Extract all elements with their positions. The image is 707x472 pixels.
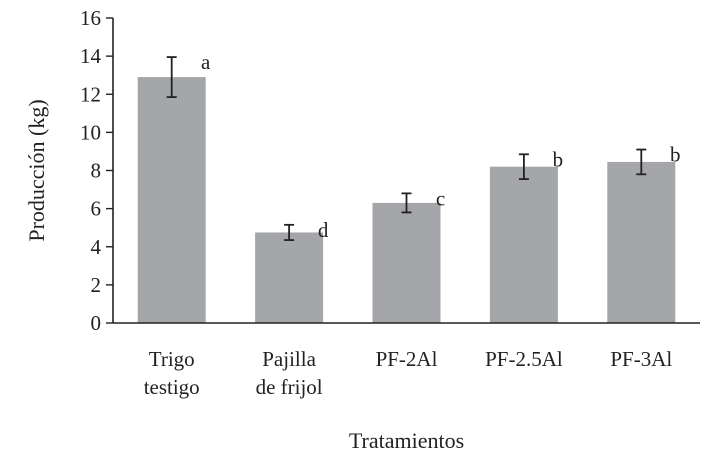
x-category-label: PF-2.5Al (485, 347, 563, 371)
x-category-label-line: PF-3Al (610, 347, 672, 371)
x-category-label-line: PF-2Al (376, 347, 438, 371)
bar (489, 166, 558, 323)
x-category-label: PF-3Al (610, 347, 672, 371)
y-axis-title: Producción (kg) (24, 99, 49, 241)
bars-group (137, 77, 676, 323)
x-category-label: Trigo testigo (144, 347, 200, 399)
y-tick-label: 4 (91, 235, 102, 259)
x-category-label-line: PF-2.5Al (485, 347, 563, 371)
bar (372, 202, 441, 323)
significance-letter: a (201, 50, 211, 74)
y-tick-label: 12 (80, 82, 101, 106)
x-category-label-line: Trigo (149, 347, 195, 371)
x-category-label: PF-2Al (376, 347, 438, 371)
significance-letter: b (670, 143, 681, 167)
significance-letter: b (553, 147, 564, 171)
y-tick-label: 8 (91, 159, 102, 183)
x-category-label-line: Pajilla (262, 347, 316, 371)
y-tick-label: 10 (80, 120, 101, 144)
y-tick-label: 0 (91, 311, 102, 335)
y-tick-label: 14 (80, 44, 102, 68)
x-category-label: Pajilla de frijol (256, 347, 323, 399)
bar (255, 232, 324, 323)
bar (137, 77, 206, 323)
x-category-label-line: testigo (144, 375, 200, 399)
y-ticks-group: 0 2 4 6 8 10 12 14 16 (80, 6, 113, 335)
significance-letter: d (318, 218, 329, 242)
error-bars-group (166, 56, 647, 241)
x-category-label-line: de frijol (256, 375, 323, 399)
y-tick-label: 2 (91, 273, 102, 297)
x-axis-title: Tratamientos (349, 428, 464, 453)
significance-letters-group: a d c b b (201, 50, 681, 242)
y-tick-label: 16 (80, 6, 101, 30)
bar (607, 161, 676, 323)
significance-letter: c (436, 186, 445, 210)
x-category-labels-group: Trigo testigo Pajilla de frijol PF-2Al PF-2.5… (144, 347, 673, 399)
y-tick-label: 6 (91, 197, 102, 221)
